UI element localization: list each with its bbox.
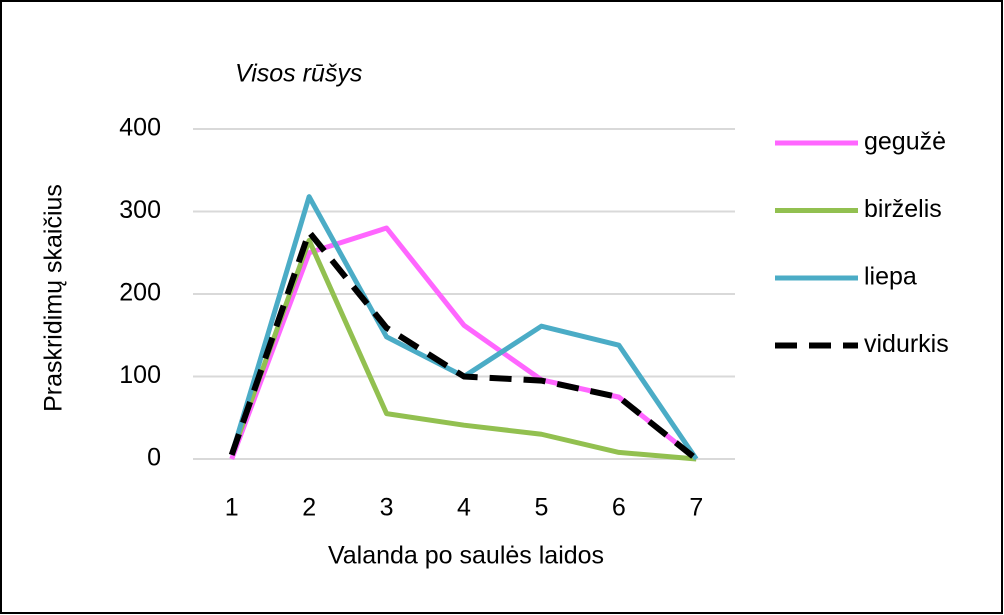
legend-label: vidurkis: [864, 330, 949, 358]
y-tick-label: 200: [119, 279, 161, 307]
x-tick-label: 2: [302, 494, 316, 522]
x-axis-label: Valanda po saulės laidos: [328, 542, 604, 570]
x-tick-label: 3: [380, 494, 394, 522]
legend-label: liepa: [864, 263, 917, 291]
x-tick-label: 6: [612, 494, 626, 522]
y-tick-label: 0: [147, 444, 161, 472]
legend-label: birželis: [864, 195, 942, 223]
y-tick-label: 100: [119, 361, 161, 389]
y-tick-label: 400: [119, 114, 161, 142]
y-tick-label: 300: [119, 196, 161, 224]
x-tick-label: 1: [225, 494, 239, 522]
chart-title: Visos rūšys: [235, 60, 362, 88]
y-axis-label: Praskridimų skaičius: [40, 184, 68, 412]
series-line: [229, 237, 697, 462]
series-line: [228, 229, 699, 462]
x-tick-label: 4: [457, 494, 471, 522]
x-tick-label: 7: [689, 494, 703, 522]
x-tick-label: 5: [534, 494, 548, 522]
series-line: [229, 225, 698, 461]
legend-label: gegužė: [864, 128, 946, 156]
